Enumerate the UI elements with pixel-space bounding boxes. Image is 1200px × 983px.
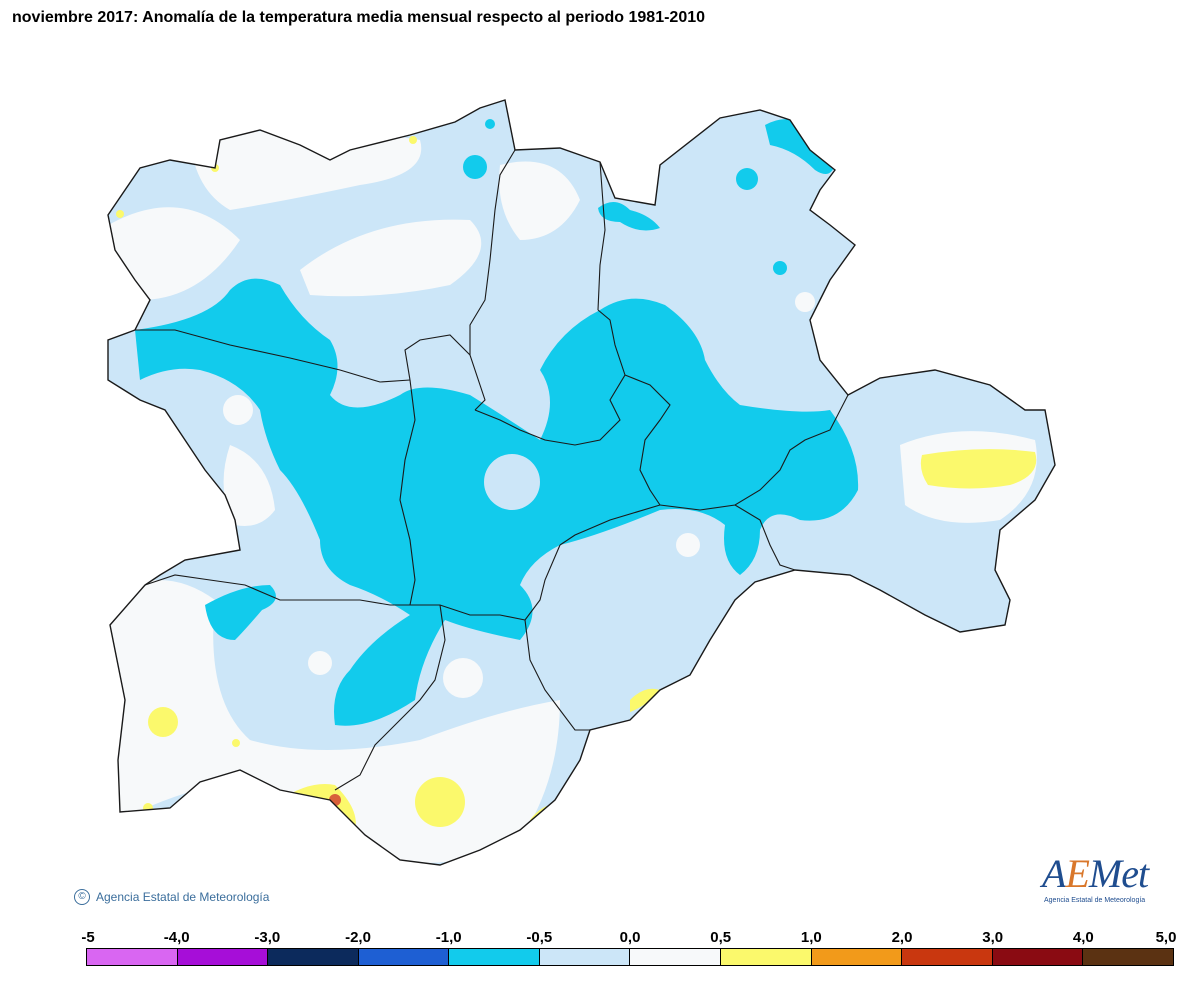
legend-swatch xyxy=(630,949,722,965)
anomaly-zone-near-zero xyxy=(223,395,253,425)
anomaly-zone-cold xyxy=(463,155,487,179)
copyright-text: Agencia Estatal de Meteorología xyxy=(96,890,270,904)
logo-accent: E xyxy=(1065,851,1089,896)
border-zamora-salamanca xyxy=(144,574,526,621)
anomaly-zone-slightly-cold xyxy=(484,454,540,510)
aemet-logo: AEMet Agencia Estatal de Meteorología xyxy=(1038,850,1168,910)
anomaly-zone-warm xyxy=(920,449,1037,489)
border-valladolid-segovia xyxy=(559,504,661,546)
border-soria-segovia xyxy=(734,504,796,571)
border-salamanca-avila xyxy=(334,604,446,791)
copyright-icon: © xyxy=(74,889,90,905)
legend-swatch xyxy=(268,949,359,965)
map-title: noviembre 2017: Anomalía de la temperatu… xyxy=(12,9,706,26)
anomaly-zone-cold xyxy=(773,261,787,275)
anomaly-zone-warm xyxy=(630,688,660,712)
border-avila-segovia xyxy=(524,619,590,731)
legend-tick-label: 4,0 xyxy=(1072,929,1094,946)
legend-tick-label: -3,0 xyxy=(254,929,281,946)
border-valladolid-palencia xyxy=(474,309,626,446)
anomaly-zone-near-zero xyxy=(300,219,482,297)
anomaly-zone-cold xyxy=(765,119,835,174)
legend-swatch xyxy=(177,949,269,965)
anomaly-zone-warm xyxy=(232,739,240,747)
legend-swatch xyxy=(811,949,903,965)
border-burgos-soria xyxy=(659,394,849,511)
copyright-notice: © Agencia Estatal de Meteorología xyxy=(74,889,269,905)
legend-swatch xyxy=(449,949,540,965)
legend-swatch xyxy=(539,949,631,965)
legend-tick-label: 0,5 xyxy=(710,929,732,946)
legend-color-bar xyxy=(86,948,1174,966)
anomaly-zone-near-zero xyxy=(443,658,483,698)
logo-subtitle: Agencia Estatal de Meteorología xyxy=(1044,897,1146,904)
anomaly-zone-cold xyxy=(485,119,495,129)
legend-tick-label: 0,0 xyxy=(619,929,641,946)
anomaly-zone-warm xyxy=(415,777,465,827)
anomaly-zone-warm xyxy=(739,594,751,606)
legend-swatch xyxy=(992,949,1084,965)
legend-swatch xyxy=(902,949,993,965)
anomaly-zone-near-zero xyxy=(499,161,580,240)
border-leon-valladolid xyxy=(404,334,471,381)
legend-tick-label: -2,0 xyxy=(345,929,371,946)
legend-swatch xyxy=(358,949,450,965)
legend-tick-labels: -5 -4,0 -3,0 -2,0 -1,0 -0,5 0,0 0,5 1,0 2,0 3,0 4,0… xyxy=(0,929,1200,947)
anomaly-zone-warm xyxy=(409,136,417,144)
anomaly-zone-near-zero xyxy=(190,130,422,210)
anomaly-zone-near-zero xyxy=(795,292,815,312)
anomaly-zone-cold xyxy=(736,168,758,190)
anomaly-zone-near-zero xyxy=(308,651,332,675)
legend-swatch xyxy=(87,949,178,965)
border-zamora-valladolid xyxy=(399,379,416,606)
legend-tick-label: 5,0 xyxy=(1155,929,1177,946)
anomaly-zone-near-zero xyxy=(223,445,275,526)
legend-tick-label: 1,0 xyxy=(800,929,822,946)
legend-tick-label: -0,5 xyxy=(526,929,553,946)
border-burgos-valladolid xyxy=(624,374,671,506)
anomaly-zone-near-zero xyxy=(108,207,240,300)
province-borders xyxy=(135,149,849,791)
logo-prefix: A xyxy=(1042,851,1066,896)
legend-tick-label: -5 xyxy=(81,929,95,946)
legend-swatch xyxy=(721,949,812,965)
border-leon-palencia xyxy=(469,149,516,411)
anomaly-zone-warm xyxy=(116,210,124,218)
logo-suffix: Met xyxy=(1088,851,1149,896)
logo-wordmark: AEMet xyxy=(1042,850,1149,897)
anomaly-zone-near-zero xyxy=(676,533,700,557)
border-palencia-burgos xyxy=(597,161,606,311)
legend-tick-label: -1,0 xyxy=(435,929,462,946)
legend-tick-label: -4,0 xyxy=(163,929,190,946)
anomaly-zone-warm xyxy=(143,803,153,813)
border-valladolid-avila xyxy=(524,544,561,621)
anomaly-zone-cold xyxy=(598,201,660,231)
legend-tick-label: 2,0 xyxy=(891,929,913,946)
border-leon-zamora xyxy=(135,329,411,383)
legend-swatch xyxy=(1083,949,1173,965)
anomaly-zone-warm xyxy=(148,707,178,737)
anomaly-zone-cold xyxy=(205,585,276,640)
anomaly-hot-spot xyxy=(742,597,748,603)
legend-tick-label: 3,0 xyxy=(982,929,1004,946)
